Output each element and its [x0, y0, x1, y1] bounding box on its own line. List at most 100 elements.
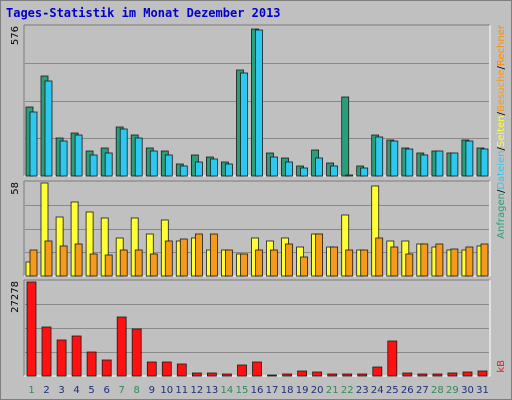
- chart-bars: [25, 28, 489, 377]
- bar-anfragen-day-22: [341, 96, 350, 177]
- bar-besuche-day-18: [285, 243, 293, 277]
- bar-dateien-day-5: [89, 154, 98, 177]
- x-tick-label-day-11: 11: [175, 385, 188, 396]
- bar-seiten-day-4: [70, 201, 79, 277]
- x-tick-label-day-13: 13: [206, 385, 219, 396]
- bar-kb-day-16: [252, 361, 262, 377]
- bar-kb-day-31: [477, 370, 488, 377]
- bar-seiten-day-5: [85, 211, 94, 277]
- x-tick-label-day-21: 21: [326, 385, 339, 396]
- bar-dateien-day-9: [149, 150, 158, 177]
- legend-entry-separator: /: [496, 65, 507, 69]
- bar-besuche-day-8: [134, 249, 143, 277]
- bar-besuche-day-1: [29, 249, 38, 277]
- bar-kb-day-10: [161, 361, 172, 377]
- bar-besuche-day-15: [240, 253, 248, 277]
- bar-besuche-day-11: [179, 238, 188, 277]
- x-tick-label-day-14: 14: [221, 385, 234, 396]
- x-tick-label-day-31: 31: [476, 385, 489, 396]
- bar-besuche-day-12: [194, 233, 203, 277]
- bar-kb-day-4: [71, 335, 82, 377]
- legend-entry-separator: /: [496, 111, 507, 115]
- bar-besuche-day-19: [300, 256, 309, 277]
- bar-seiten-day-22: [341, 214, 350, 277]
- bar-kb-day-23: [357, 373, 368, 377]
- x-tick-label-day-9: 9: [149, 385, 155, 396]
- bar-besuche-day-6: [104, 254, 113, 277]
- bar-kb-day-26: [402, 372, 413, 377]
- x-tick-label-day-18: 18: [281, 385, 294, 396]
- bar-dateien-day-26: [405, 148, 414, 177]
- legend-entry-rechner: Rechner: [496, 24, 507, 66]
- bar-besuche-day-10: [164, 240, 173, 277]
- bar-besuche-day-27: [420, 243, 429, 277]
- bar-besuche-day-17: [270, 249, 278, 277]
- bar-dateien-day-21: [330, 165, 339, 177]
- bar-besuche-day-7: [119, 249, 128, 277]
- bar-besuche-day-23: [360, 249, 369, 277]
- bar-besuche-day-28: [435, 243, 444, 277]
- x-tick-label-day-26: 26: [401, 385, 414, 396]
- x-tick-label-day-6: 6: [104, 385, 110, 396]
- x-tick-label-day-24: 24: [371, 385, 384, 396]
- bar-besuche-day-13: [209, 233, 218, 277]
- bar-besuche-day-4: [74, 243, 83, 277]
- x-tick-label-day-15: 15: [236, 385, 249, 396]
- x-tick-label-day-29: 29: [446, 385, 459, 396]
- x-tick-label-day-17: 17: [266, 385, 279, 396]
- x-tick-label-day-22: 22: [341, 385, 354, 396]
- legend-entry-separator: /: [496, 146, 507, 150]
- bar-kb-day-1: [26, 281, 37, 377]
- bar-kb-day-3: [56, 339, 67, 377]
- bar-dateien-day-18: [285, 161, 293, 177]
- x-tick-label-day-1: 1: [28, 385, 34, 396]
- bar-dateien-day-20: [315, 157, 324, 177]
- bar-kb-day-22: [342, 373, 353, 377]
- bar-dateien-day-12: [194, 161, 203, 177]
- bar-dateien-day-6: [104, 152, 113, 177]
- bar-seiten-day-2: [40, 182, 49, 277]
- x-tick-label-day-7: 7: [119, 385, 125, 396]
- bar-besuche-day-26: [405, 253, 414, 277]
- bar-dateien-day-29: [450, 152, 459, 177]
- x-tick-label-day-3: 3: [58, 385, 64, 396]
- bar-dateien-day-25: [390, 140, 399, 177]
- bar-kb-day-14: [221, 373, 232, 377]
- bar-kb-day-13: [206, 372, 217, 377]
- bar-kb-day-17: [267, 374, 277, 377]
- bar-kb-day-18: [282, 373, 293, 377]
- bar-besuche-day-3: [59, 245, 68, 277]
- y-axis-max-label: 27278: [10, 281, 21, 313]
- bar-kb-day-28: [432, 373, 443, 377]
- x-tick-label-day-19: 19: [296, 385, 309, 396]
- bar-besuche-day-2: [44, 240, 53, 277]
- x-tick-label-day-23: 23: [356, 385, 369, 396]
- y-axis-max-label: 58: [10, 182, 21, 195]
- legend-entry-anfragen: Anfragen: [496, 193, 507, 239]
- legend-entry-kb: kB: [496, 360, 507, 373]
- bar-dateien-day-30: [465, 140, 474, 177]
- legend-entry-separator: /: [496, 189, 507, 193]
- bar-besuche-day-31: [480, 243, 489, 277]
- bar-seiten-day-8: [130, 217, 139, 277]
- bar-besuche-day-14: [224, 249, 233, 277]
- bar-kb-day-7: [116, 316, 127, 377]
- bar-besuche-day-9: [149, 253, 158, 277]
- bar-seiten-day-24: [371, 185, 380, 277]
- bar-dateien-day-27: [420, 154, 429, 177]
- chart-title: Tages-Statistik im Monat Dezember 2013: [6, 6, 281, 20]
- x-tick-label-day-27: 27: [416, 385, 429, 396]
- bar-dateien-day-17: [270, 156, 278, 177]
- bar-kb-day-6: [101, 359, 112, 377]
- bar-dateien-day-24: [375, 136, 384, 177]
- bar-kb-day-21: [327, 373, 338, 377]
- x-tick-label-day-5: 5: [88, 385, 94, 396]
- bar-dateien-day-22: [345, 174, 354, 177]
- bar-kb-day-25: [387, 340, 398, 377]
- bar-kb-day-2: [41, 326, 52, 377]
- x-tick-label-day-16: 16: [251, 385, 264, 396]
- bar-dateien-day-13: [209, 158, 218, 177]
- bar-kb-day-11: [176, 363, 187, 377]
- y-axis-max-label: 576: [10, 26, 21, 45]
